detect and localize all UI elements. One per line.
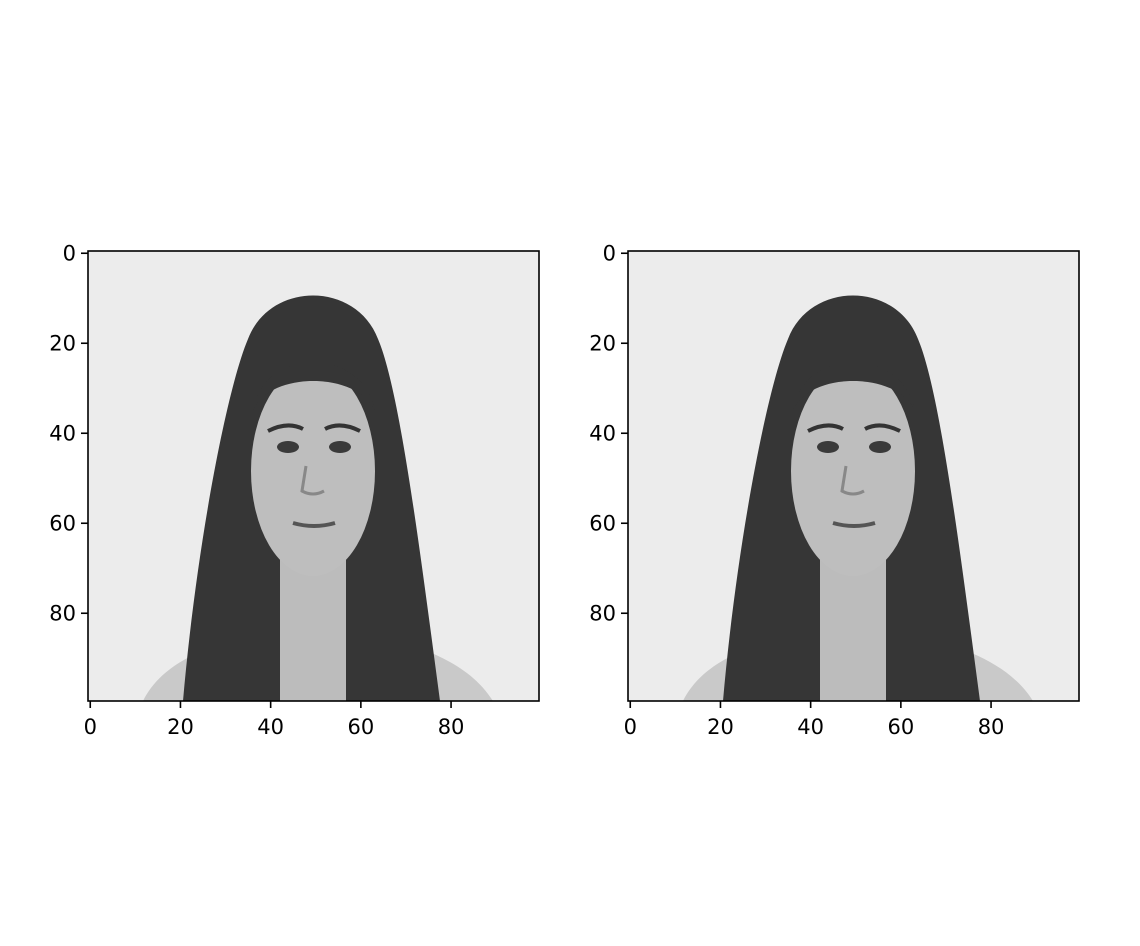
image — [628, 251, 1079, 701]
x-tick-label: 0 — [84, 715, 97, 739]
y-tick-label: 20 — [49, 331, 76, 355]
y-tick-label: 80 — [589, 601, 616, 625]
y-tick-label: 60 — [49, 511, 76, 535]
y-tick-label: 40 — [49, 421, 76, 445]
y-tick-label: 0 — [603, 241, 616, 265]
x-tick-label: 80 — [438, 715, 465, 739]
axes-frame — [87, 250, 540, 702]
y-tick-label: 60 — [589, 511, 616, 535]
axes-group: 0 20 40 60 80 0 20 40 60 80 0 20 40 60 80 0 20 40 60 80 — [49, 241, 1080, 739]
x-tick-label: 60 — [887, 715, 914, 739]
axes-frame — [627, 250, 1080, 702]
x-tick-label: 20 — [167, 715, 194, 739]
x-tick-label: 40 — [797, 715, 824, 739]
y-tick-label: 20 — [589, 331, 616, 355]
x-tick-label: 40 — [257, 715, 284, 739]
x-tick-label: 20 — [707, 715, 734, 739]
y-tick-label: 0 — [63, 241, 76, 265]
y-tick-label: 40 — [589, 421, 616, 445]
image — [88, 251, 539, 701]
x-tick-label: 0 — [624, 715, 637, 739]
x-tick-label: 60 — [347, 715, 374, 739]
x-tick-label: 80 — [978, 715, 1005, 739]
y-tick-label: 80 — [49, 601, 76, 625]
